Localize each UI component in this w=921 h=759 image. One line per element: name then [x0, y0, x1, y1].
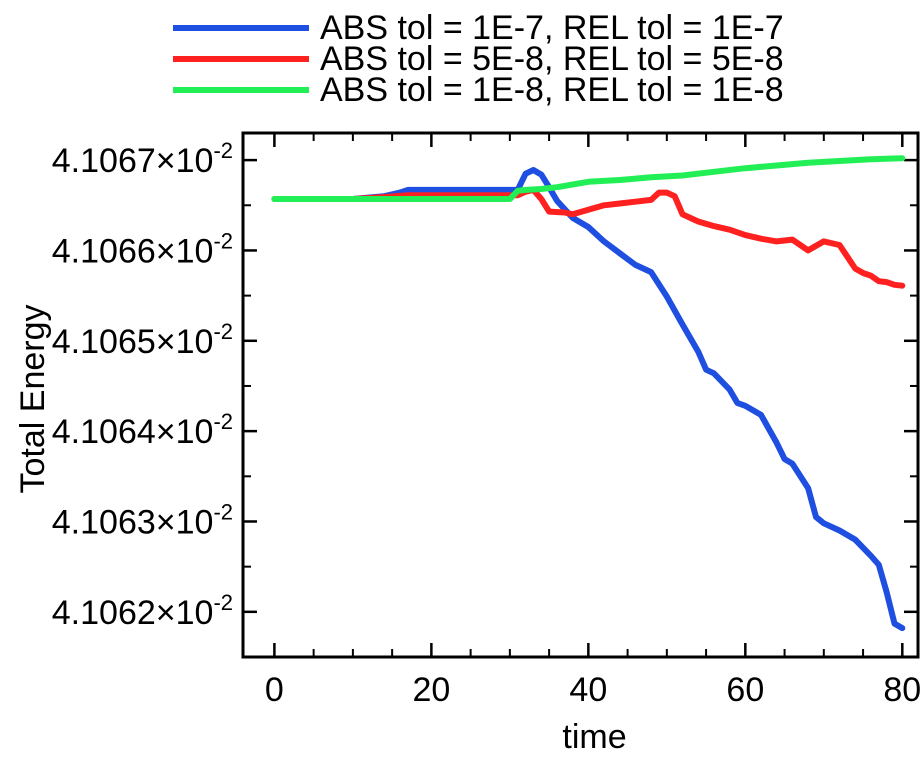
plot-area: 0 20 40 60 80 4.1062×10-2 4.1063×10-2 4.1064×1… [52, 131, 921, 709]
x-tick-label: 40 [569, 671, 607, 709]
y-axis-title: Total Energy [14, 305, 52, 494]
plot-frame [241, 131, 920, 659]
x-axis-title: time [562, 718, 626, 756]
legend-label-2: ABS tol = 5E-8, REL tol = 5E-8 [320, 40, 784, 78]
series-line-1 [271, 167, 906, 632]
series-lines [271, 155, 906, 632]
series-line-2 [271, 186, 906, 289]
x-tick-label: 20 [412, 671, 450, 709]
series-line-3 [271, 155, 906, 202]
legend-label-1: ABS tol = 1E-7, REL tol = 1E-7 [320, 9, 784, 47]
legend-label-3: ABS tol = 1E-8, REL tol = 1E-8 [320, 71, 784, 109]
x-tick-label: 0 [265, 671, 284, 709]
x-tick-label: 60 [726, 671, 764, 709]
y-tick-label: 4.1064×10-2 [52, 409, 233, 451]
y-ticks: 4.1062×10-2 4.1063×10-2 4.1064×10-2 4.1065×… [52, 138, 918, 658]
y-tick-label: 4.1062×10-2 [52, 590, 233, 632]
y-tick-label: 4.1065×10-2 [52, 319, 233, 361]
y-tick-label: 4.1063×10-2 [52, 499, 233, 541]
x-tick-label: 80 [883, 671, 921, 709]
y-tick-label: 4.1066×10-2 [52, 228, 233, 270]
y-tick-label: 4.1067×10-2 [52, 138, 233, 180]
x-ticks: 0 20 40 60 80 [265, 133, 921, 709]
